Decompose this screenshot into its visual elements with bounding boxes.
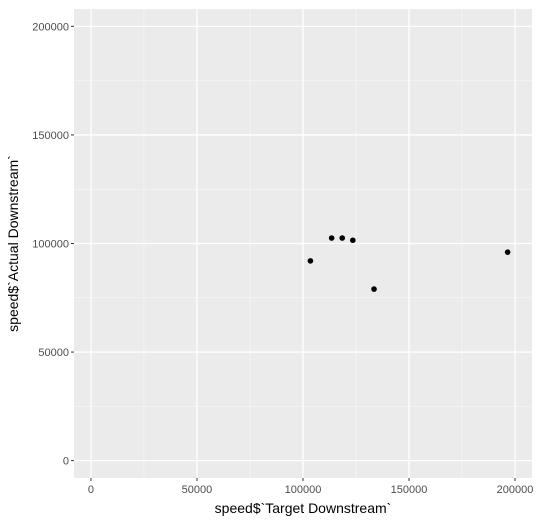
y-tick-label: 100000 [32, 239, 69, 251]
data-point [371, 286, 377, 292]
data-point [339, 235, 346, 241]
y-axis: 0 50000 100000 150000 200000 [32, 21, 74, 468]
data-points [307, 235, 511, 292]
y-axis-title: speed$`Actual Downstream` [5, 155, 21, 332]
x-tick-label: 200000 [497, 484, 534, 496]
data-point [328, 235, 335, 241]
x-axis-title: speed$`Target Downstream` [215, 500, 392, 516]
data-point [504, 249, 511, 255]
data-point [350, 237, 356, 244]
x-tick-label: 150000 [391, 484, 428, 496]
data-point [307, 258, 314, 264]
x-tick-label: 50000 [182, 484, 213, 496]
y-tick-label: 200000 [32, 21, 69, 33]
x-axis: 0 50000 100000 150000 200000 [88, 478, 533, 496]
y-tick-label: 50000 [38, 347, 69, 359]
x-tick-label: 0 [88, 484, 94, 496]
y-tick-label: 150000 [32, 130, 69, 142]
major-gridlines [74, 9, 532, 478]
x-tick-label: 100000 [285, 484, 322, 496]
y-tick-label: 0 [63, 456, 69, 468]
